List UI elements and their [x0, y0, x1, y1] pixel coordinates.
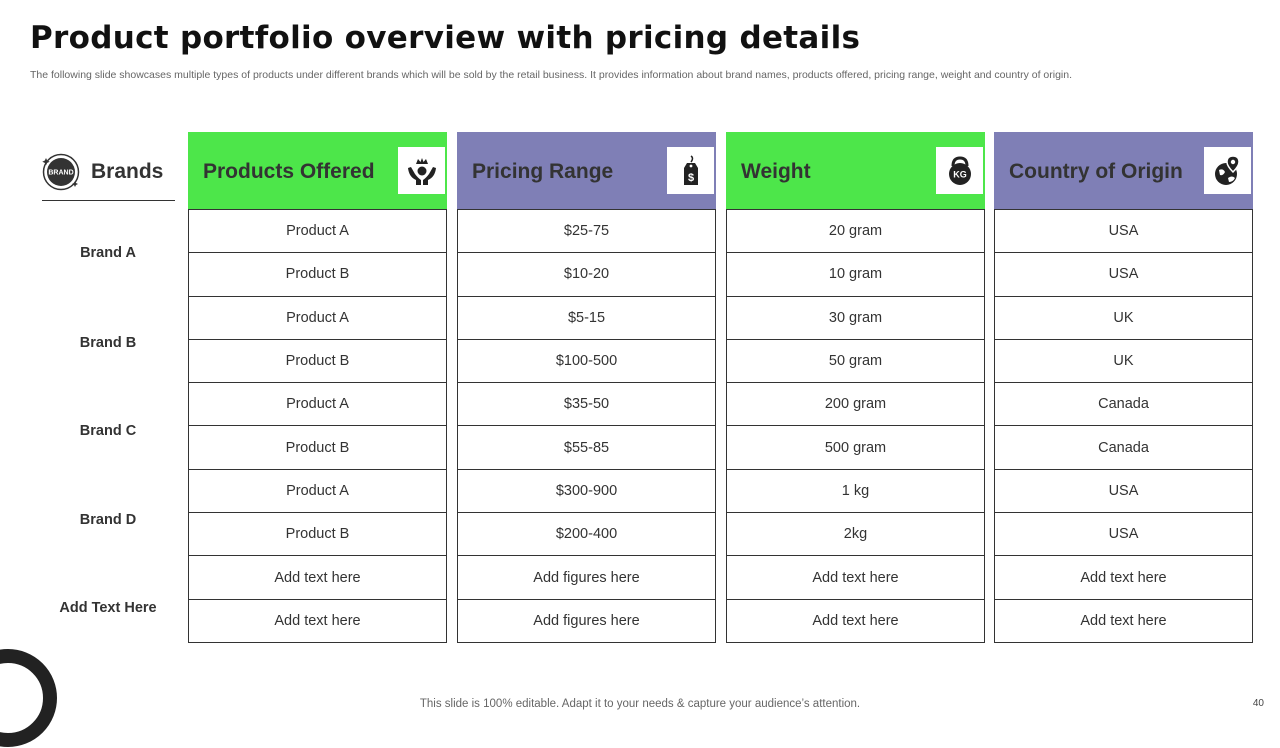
table-cell: $25-75	[457, 210, 716, 254]
table-cell: Add text here	[188, 599, 447, 643]
brand-name-c: Brand C	[79, 423, 137, 439]
table-cell: USA	[994, 469, 1253, 514]
table-cell: Product B	[188, 426, 447, 470]
table-cell: $10-20	[457, 253, 716, 297]
column-header-products-offered: Products Offered	[188, 132, 447, 209]
table-cell: Canada	[994, 383, 1253, 427]
table-cell: Add figures here	[457, 599, 716, 643]
table-cell: Product B	[188, 513, 447, 557]
table-cell: $200-400	[457, 513, 716, 557]
table-cell: 50 gram	[726, 339, 985, 384]
page-number: 40	[1252, 698, 1264, 709]
table-cell: $300-900	[457, 469, 716, 514]
column-country-of-origin: Country of Origin USA USA UK UK Canada C…	[994, 132, 1253, 643]
column-header-label: Weight	[741, 160, 811, 183]
table-cell: USA	[994, 513, 1253, 557]
slide-footer: This slide is 100% editable. Adapt it to…	[419, 698, 861, 710]
brand-badge-text: BRAND	[48, 170, 73, 177]
table-cell: Add text here	[188, 556, 447, 600]
globe-pin-icon	[1204, 147, 1251, 194]
table-cell: Product A	[188, 296, 447, 340]
table-cell: UK	[994, 339, 1253, 384]
table-cell: Product A	[188, 210, 447, 254]
table-cell: USA	[994, 253, 1253, 297]
column-products-offered: Products Offered Product A Product B Pro…	[188, 132, 447, 643]
table-cell: Add text here	[994, 599, 1253, 643]
table-cell: USA	[994, 210, 1253, 254]
table-cell: Add text here	[726, 556, 985, 600]
hands-crown-icon	[398, 147, 445, 194]
brand-name-placeholder: Add Text Here	[59, 600, 157, 616]
column-cells: 20 gram 10 gram 30 gram 50 gram 200 gram…	[726, 209, 985, 643]
svg-text:$: $	[687, 172, 693, 184]
brands-header: BRAND Brands	[42, 150, 175, 201]
column-weight: Weight KG 20 gram 10 gram 30 gram 50 gra…	[726, 132, 985, 643]
table-cell: Product A	[188, 383, 447, 427]
table-cell: Product B	[188, 253, 447, 297]
column-header-weight: Weight KG	[726, 132, 985, 209]
table-cell: Canada	[994, 426, 1253, 470]
column-header-label: Country of Origin	[1009, 160, 1183, 183]
table-cell: $5-15	[457, 296, 716, 340]
kettlebell-kg-icon: KG	[936, 147, 983, 194]
column-cells: USA USA UK UK Canada Canada USA USA Add …	[994, 209, 1253, 643]
kg-icon-text: KG	[953, 169, 967, 179]
table-cell: $100-500	[457, 339, 716, 384]
table-cell: Product A	[188, 469, 447, 514]
table-cell: 200 gram	[726, 383, 985, 427]
brands-label: Brands	[91, 160, 164, 183]
slide-title: Product portfolio overview with pricing …	[30, 20, 861, 56]
table-cell: $35-50	[457, 383, 716, 427]
brand-badge-icon: BRAND	[42, 153, 80, 191]
slide-subtitle: The following slide showcases multiple t…	[30, 69, 1073, 81]
table-cell: 500 gram	[726, 426, 985, 470]
table-cell: 2kg	[726, 513, 985, 557]
table-cell: Add figures here	[457, 556, 716, 600]
price-tag-icon: $	[667, 147, 714, 194]
table-cell: 30 gram	[726, 296, 985, 340]
table-cell: Add text here	[994, 556, 1253, 600]
table-cell: $55-85	[457, 426, 716, 470]
column-pricing-range: Pricing Range $ $25-75 $10-20 $5-15 $100…	[457, 132, 716, 643]
brand-name-b: Brand B	[79, 335, 137, 351]
brand-name-d: Brand D	[79, 512, 137, 528]
table-cell: UK	[994, 296, 1253, 340]
table-cell: 20 gram	[726, 210, 985, 254]
column-header-country-of-origin: Country of Origin	[994, 132, 1253, 209]
brand-name-a: Brand A	[80, 245, 136, 261]
column-header-label: Products Offered	[203, 160, 375, 183]
table-cell: Add text here	[726, 599, 985, 643]
table-cell: 10 gram	[726, 253, 985, 297]
column-cells: $25-75 $10-20 $5-15 $100-500 $35-50 $55-…	[457, 209, 716, 643]
column-header-label: Pricing Range	[472, 160, 614, 183]
column-header-pricing-range: Pricing Range $	[457, 132, 716, 209]
table-cell: 1 kg	[726, 469, 985, 514]
table-cell: Product B	[188, 339, 447, 384]
column-cells: Product A Product B Product A Product B …	[188, 209, 447, 643]
